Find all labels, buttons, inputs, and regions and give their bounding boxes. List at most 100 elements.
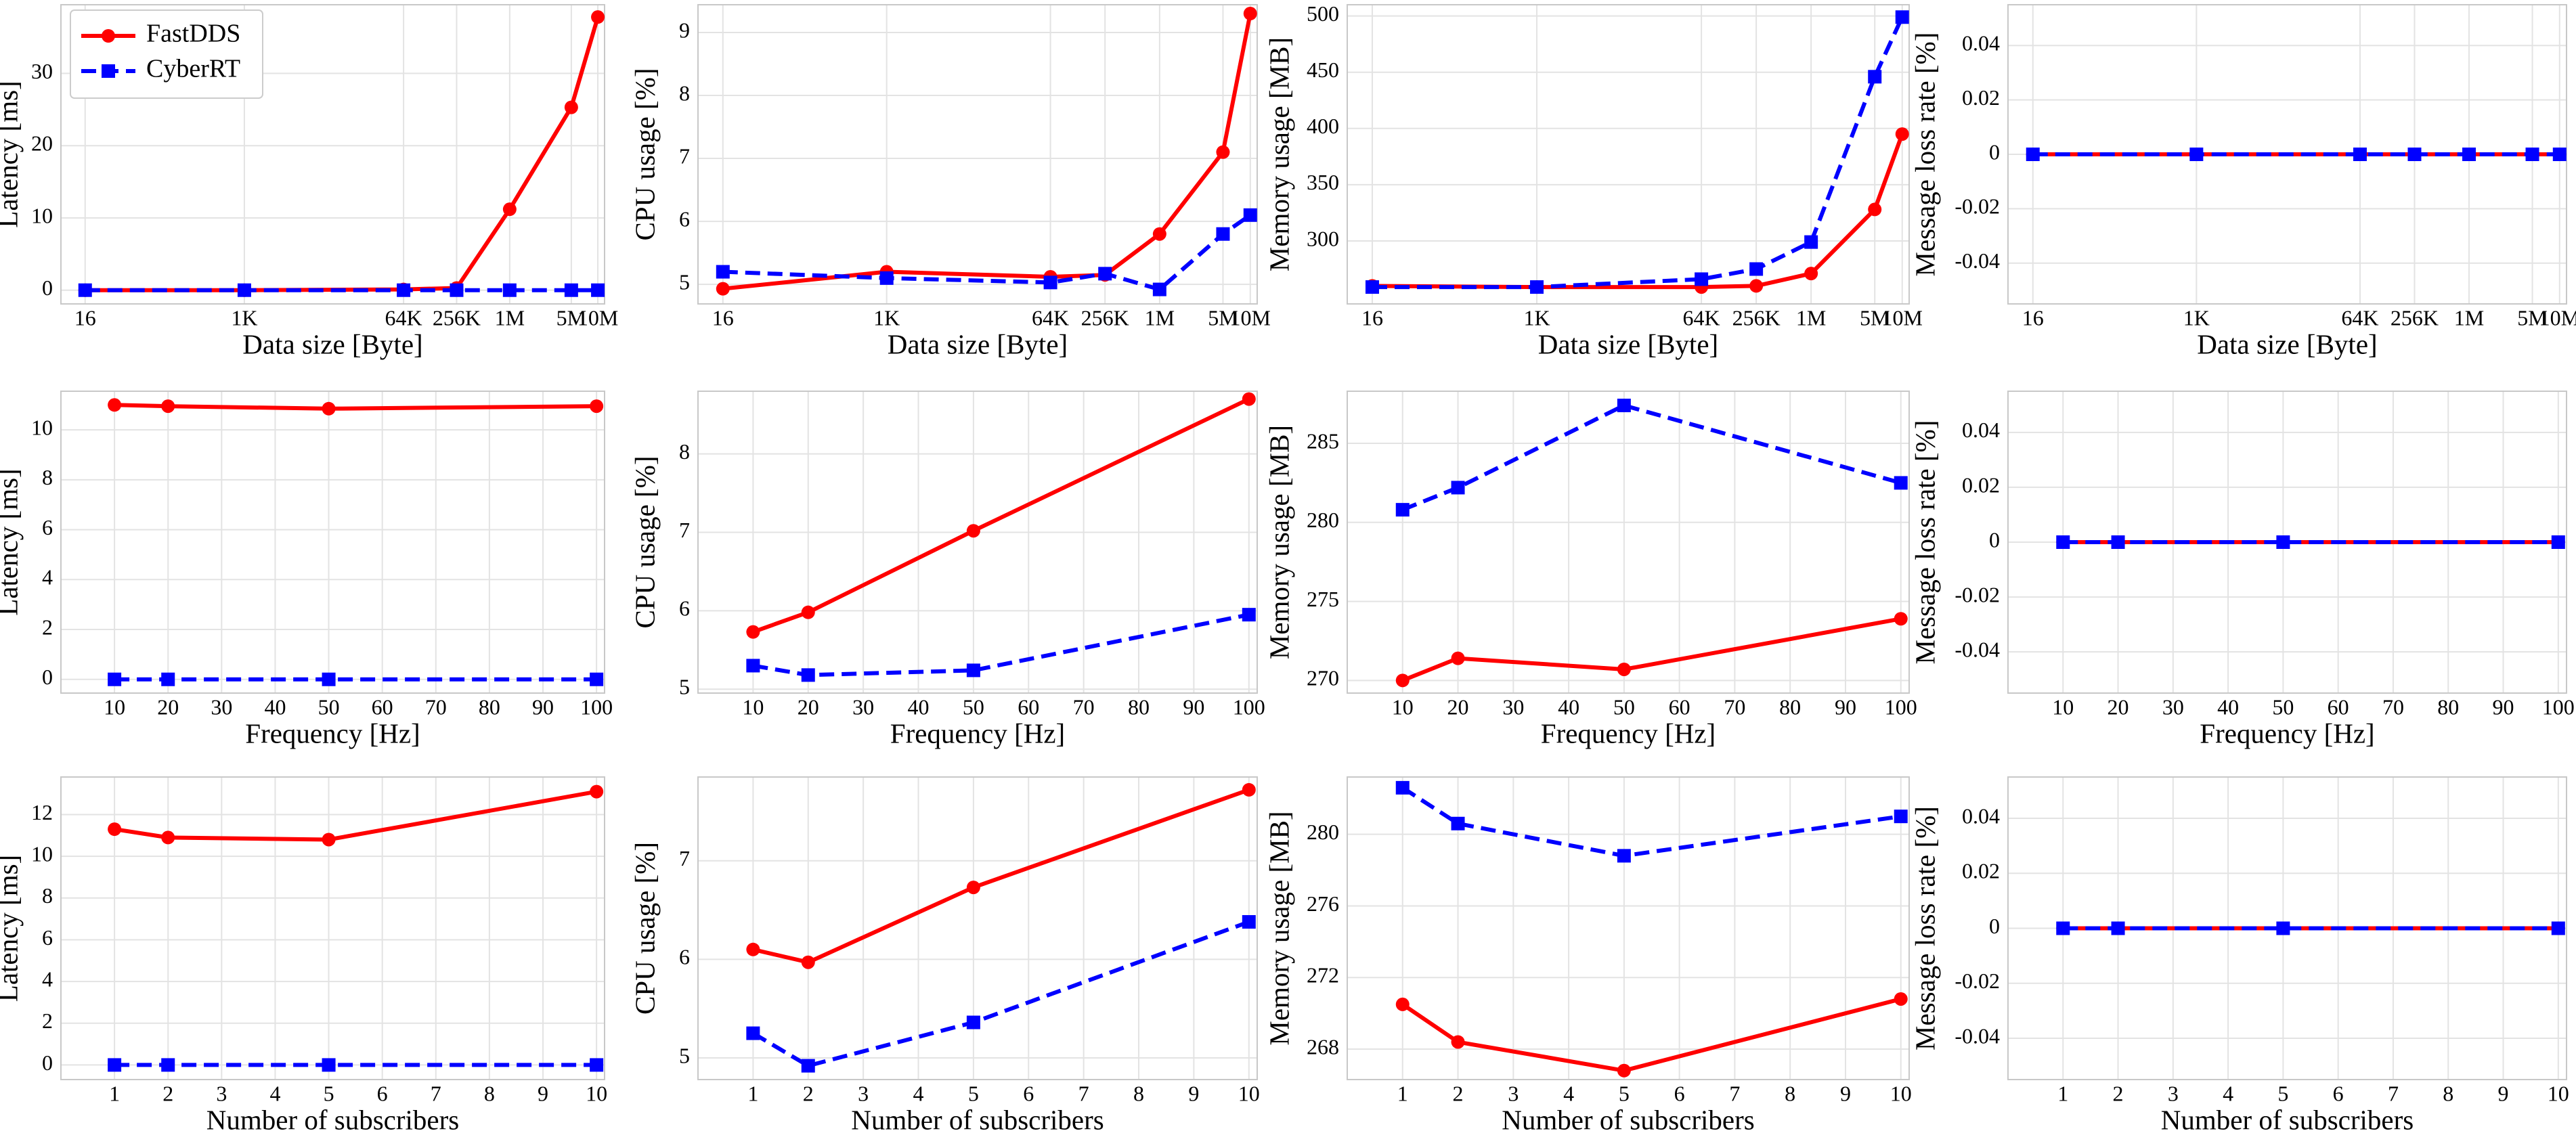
y-tick-label: 6 xyxy=(679,596,690,621)
x-tick-label: 5 xyxy=(2277,1081,2288,1105)
y-tick-label: 6 xyxy=(679,206,690,231)
x-tick-label: 16 xyxy=(712,305,734,330)
x-tick-label: 10 xyxy=(1392,694,1414,719)
plot-frame xyxy=(697,776,1258,1080)
y-tick-label: 5 xyxy=(679,675,690,699)
marker xyxy=(1894,612,1908,626)
y-tick-label: 10 xyxy=(31,841,53,866)
y-tick-label: 0.04 xyxy=(1962,803,2000,828)
marker xyxy=(2407,148,2422,161)
x-tick-label: 90 xyxy=(532,694,554,719)
x-tick-label: 1M xyxy=(1145,305,1175,330)
series-line xyxy=(1401,786,1902,858)
x-tick-label: 1 xyxy=(2057,1081,2068,1105)
marker xyxy=(801,1059,815,1073)
marker xyxy=(2551,535,2565,549)
y-tick-label: 500 xyxy=(1307,1,1339,26)
plot-frame xyxy=(60,391,605,694)
marker xyxy=(502,202,517,217)
x-tick-label: 70 xyxy=(425,694,447,719)
marker xyxy=(564,100,578,114)
marker xyxy=(1895,10,1909,24)
y-tick-label: 0 xyxy=(1989,914,2000,938)
x-tick-label: 1M xyxy=(1796,305,1826,330)
marker xyxy=(322,833,336,847)
marker xyxy=(2026,148,2040,161)
x-tick-label: 80 xyxy=(479,694,500,719)
marker xyxy=(161,672,175,686)
y-axis-label: Message loss rate [%] xyxy=(1909,806,1940,1050)
y-tick-label: 9 xyxy=(679,18,690,42)
marker xyxy=(397,283,411,297)
y-tick-label: 2 xyxy=(42,1008,53,1033)
marker xyxy=(161,399,175,414)
plot-area xyxy=(1347,5,1909,304)
x-tick-label: 10M xyxy=(1230,305,1271,330)
y-tick-label: 4 xyxy=(42,967,53,991)
x-tick-label: 1K xyxy=(873,305,900,330)
marker xyxy=(591,283,605,297)
marker xyxy=(1451,651,1465,665)
x-tick-label: 20 xyxy=(2108,694,2129,719)
x-tick-label: 8 xyxy=(1133,1081,1144,1105)
marker xyxy=(801,955,815,969)
plot-frame xyxy=(697,391,1258,694)
x-tick-label: 90 xyxy=(2493,694,2514,719)
y-tick-label: 0.02 xyxy=(1962,859,2000,883)
y-tick-label: 6 xyxy=(42,515,53,539)
marker xyxy=(1894,476,1908,490)
x-tick-label: 256K xyxy=(2391,305,2439,330)
marker xyxy=(1395,673,1410,688)
marker xyxy=(2525,148,2539,161)
x-axis-label: Data size [Byte] xyxy=(2197,328,2377,359)
x-tick-label: 50 xyxy=(1613,694,1635,719)
x-axis-label: Number of subscribers xyxy=(2161,1104,2414,1131)
x-tick-label: 7 xyxy=(1729,1081,1740,1105)
marker xyxy=(1216,227,1230,241)
series-line xyxy=(751,920,1250,1068)
marker xyxy=(108,822,122,837)
x-tick-label: 64K xyxy=(2341,305,2378,330)
y-tick-label: 8 xyxy=(42,465,53,489)
x-tick-label: 10M xyxy=(577,305,618,330)
x-tick-label: 5 xyxy=(324,1081,334,1105)
marker xyxy=(966,524,980,538)
y-tick-label: 450 xyxy=(1307,58,1339,82)
x-tick-label: 7 xyxy=(431,1081,441,1105)
marker xyxy=(1243,7,1257,21)
y-tick-label: 0 xyxy=(42,1050,53,1075)
marker xyxy=(879,271,894,285)
marker xyxy=(1617,399,1631,413)
plot-area xyxy=(1347,391,1909,693)
marker xyxy=(2462,148,2476,161)
y-tick-label: 0.02 xyxy=(1962,85,2000,110)
marker xyxy=(102,64,115,78)
marker xyxy=(322,672,336,686)
x-tick-label: 30 xyxy=(2162,694,2184,719)
y-tick-label: 7 xyxy=(679,518,690,542)
x-tick-label: 5M xyxy=(556,305,586,330)
marker xyxy=(2111,535,2125,549)
y-tick-label: 10 xyxy=(31,203,53,227)
y-tick-label: 280 xyxy=(1307,820,1339,844)
x-tick-label: 16 xyxy=(74,305,96,330)
y-tick-label: 5 xyxy=(679,1043,690,1067)
y-axis-label: Message loss rate [%] xyxy=(1909,420,1940,665)
y-tick-label: 0 xyxy=(42,665,53,689)
x-tick-label: 3 xyxy=(2168,1081,2179,1105)
x-tick-label: 80 xyxy=(1128,694,1150,719)
x-tick-label: 256K xyxy=(1732,305,1781,330)
plot-area xyxy=(1347,777,1909,1080)
marker xyxy=(1617,662,1631,676)
y-tick-label: 7 xyxy=(679,846,690,870)
x-tick-label: 5M xyxy=(1208,305,1238,330)
marker xyxy=(108,672,122,686)
marker xyxy=(716,265,730,279)
x-tick-label: 1M xyxy=(2454,305,2484,330)
x-axis-label: Data size [Byte] xyxy=(888,328,1068,359)
x-tick-label: 50 xyxy=(2272,694,2294,719)
x-tick-label: 16 xyxy=(2022,305,2044,330)
x-tick-label: 10 xyxy=(2052,694,2074,719)
x-tick-label: 1 xyxy=(747,1081,758,1105)
y-tick-label: -0.02 xyxy=(1955,969,2000,993)
